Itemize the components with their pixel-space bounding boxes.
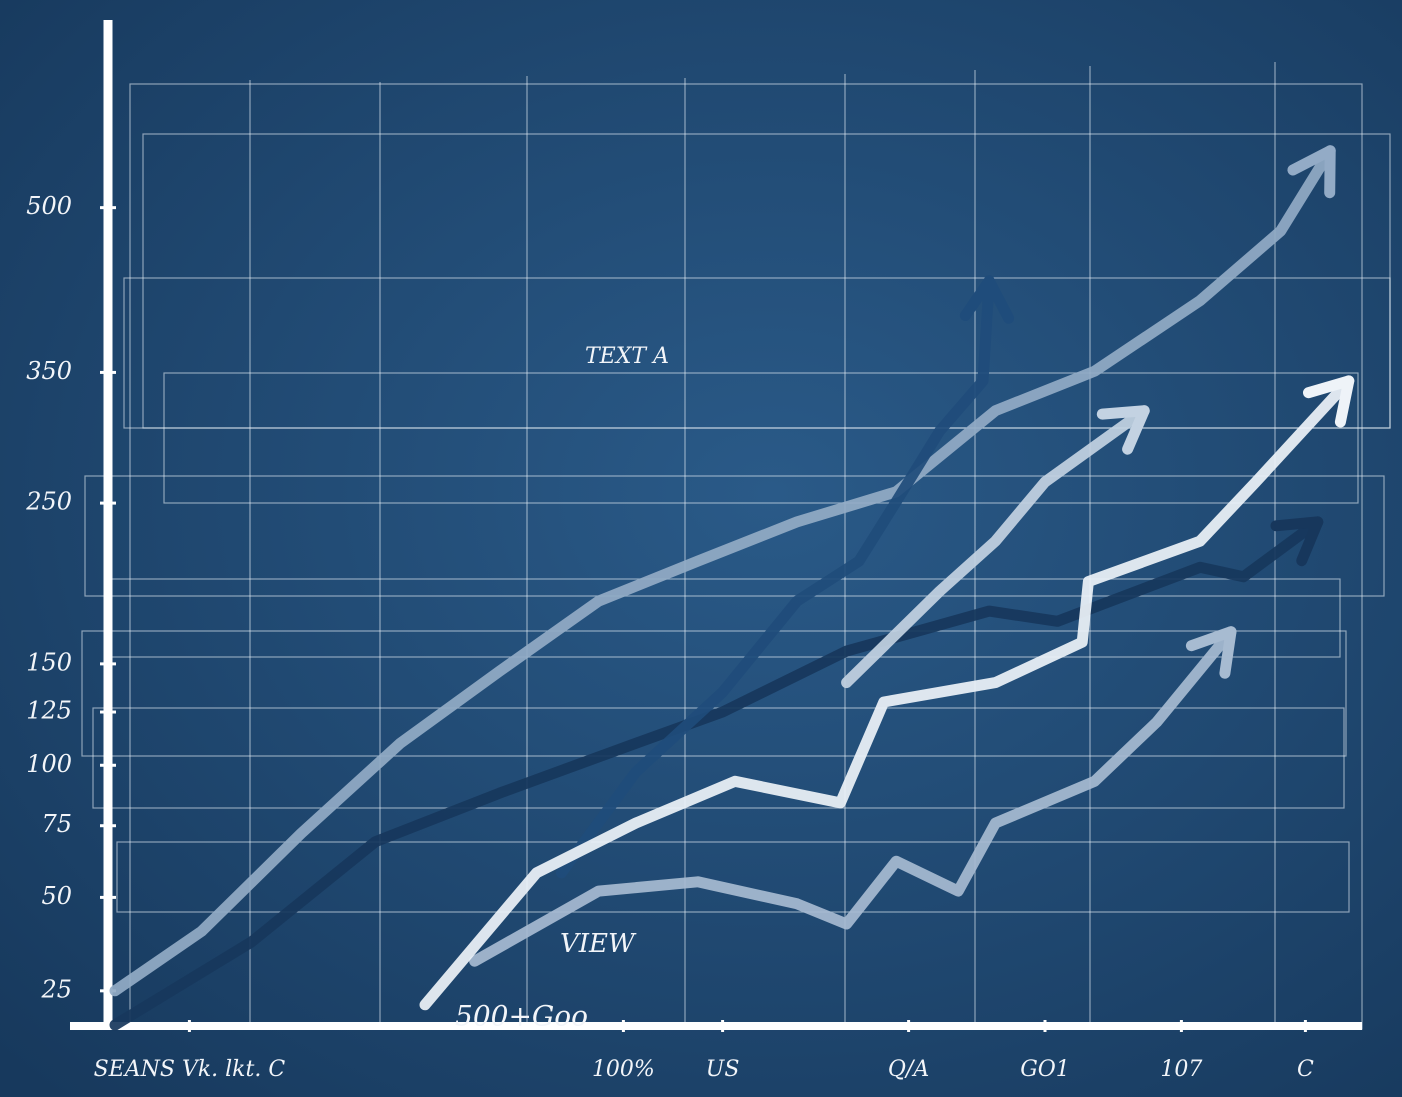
- arrow-head: [959, 275, 1015, 324]
- x-tick-label: Q/A: [888, 1057, 929, 1082]
- line: [109, 145, 1336, 997]
- series: [469, 626, 1237, 967]
- line: [419, 375, 1355, 1011]
- y-tick-label: 25: [40, 975, 72, 1003]
- x-tick-label: GO1: [1020, 1057, 1070, 1082]
- y-tick-label: 50: [41, 882, 72, 910]
- arrow-head: [1185, 626, 1237, 679]
- y-tick-label: 100: [26, 750, 72, 778]
- arrow-head: [1287, 145, 1336, 199]
- series: [841, 405, 1150, 689]
- arrow-head: [1303, 375, 1355, 428]
- x-tick-label: C: [1297, 1057, 1314, 1082]
- y-tick-label: 250: [25, 488, 72, 516]
- y-tick-label: 350: [26, 357, 72, 385]
- series: [109, 516, 1324, 1031]
- line: [555, 275, 995, 879]
- series: [419, 375, 1355, 1011]
- arrow-head: [1096, 405, 1150, 455]
- x-tick-label: SEANS Vk. lkt. C: [94, 1057, 286, 1082]
- annotation: VIEW: [560, 929, 637, 959]
- y-tick-label: 75: [41, 810, 72, 838]
- line: [841, 405, 1150, 689]
- y-tick-label: 150: [26, 648, 72, 676]
- line: [469, 626, 1237, 967]
- annotation: 500+Goo: [455, 1000, 588, 1033]
- y-tick-label: 125: [26, 697, 72, 725]
- series: [109, 145, 1336, 997]
- line: [109, 516, 1324, 1031]
- x-tick-label: US: [706, 1057, 740, 1082]
- x-tick-label: 100%: [592, 1057, 655, 1082]
- arrow-head: [1270, 516, 1324, 567]
- annotation: TEXT A: [585, 344, 669, 369]
- y-tick-label: 500: [26, 192, 72, 220]
- sketch-frames: [81, 62, 1391, 1030]
- series: [555, 275, 1015, 879]
- x-tick-label: 107: [1160, 1057, 1202, 1082]
